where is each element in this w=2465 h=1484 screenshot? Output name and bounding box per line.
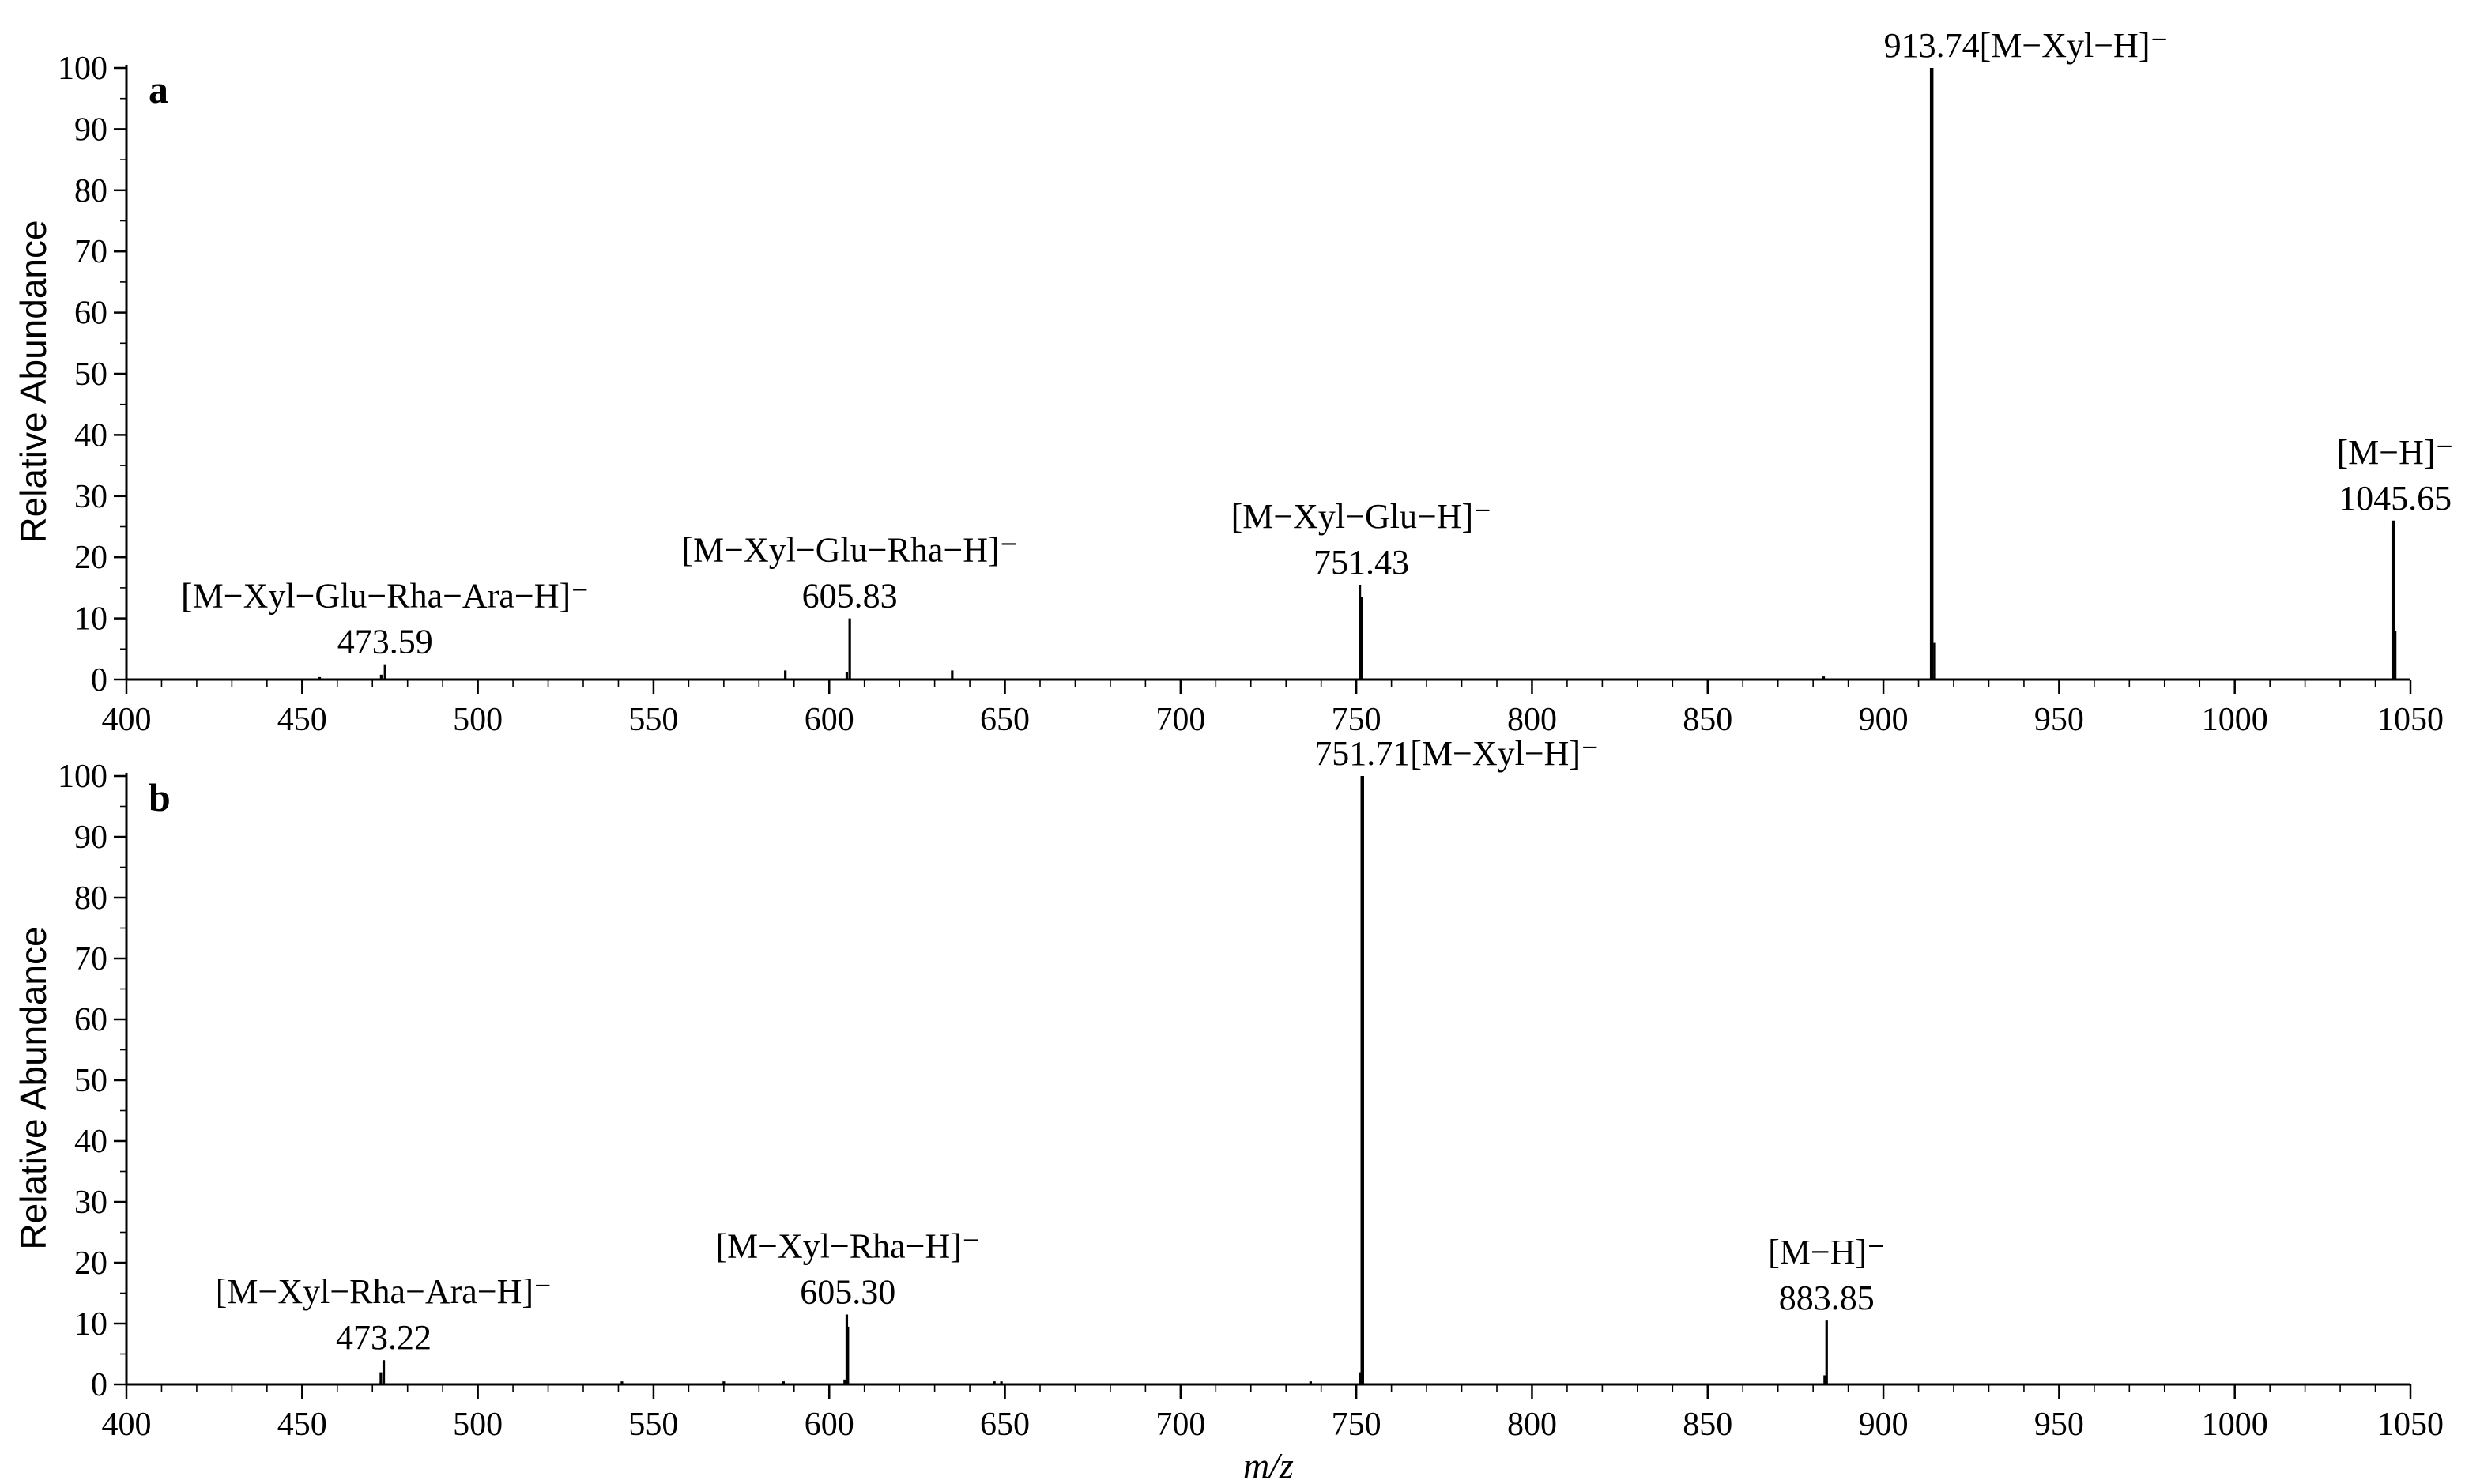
x-tick-label: 650 <box>980 1407 1030 1443</box>
ion-label: [M−Xyl−Rha−Ara−H]⁻ <box>216 1272 552 1311</box>
y-tick-label: 80 <box>74 880 107 917</box>
x-tick-label: 600 <box>805 1407 854 1443</box>
panel-label: a <box>149 67 168 111</box>
peak-mz-value: 605.30 <box>800 1272 895 1311</box>
y-tick-label: 30 <box>74 479 107 515</box>
y-tick-label: 20 <box>74 1245 107 1282</box>
x-tick-label: 500 <box>453 1407 503 1443</box>
x-tick-label: 950 <box>2034 702 2084 738</box>
y-tick-label: 100 <box>58 759 107 795</box>
y-tick-label: 10 <box>74 601 107 638</box>
x-tick-label: 700 <box>1155 702 1205 738</box>
y-tick-label: 40 <box>74 1124 107 1160</box>
peak-mz-value: 913.74 <box>1884 26 1980 65</box>
peak-mz-value: 1045.65 <box>2339 479 2452 518</box>
y-tick-label: 50 <box>74 1063 107 1099</box>
y-tick-label: 70 <box>74 941 107 977</box>
x-tick-label: 400 <box>102 702 152 738</box>
x-tick-label: 800 <box>1507 702 1557 738</box>
ion-label: [M−Xyl−H]⁻ <box>1410 734 1599 773</box>
x-tick-label: 800 <box>1507 1407 1557 1443</box>
x-tick-label: 550 <box>628 702 678 738</box>
y-tick-label: 30 <box>74 1185 107 1221</box>
peak-mz-value: 473.59 <box>337 623 433 661</box>
spectrum-panel-a: 400 450 500 550 600 650 700 750 800 850 900 950 1000… <box>13 26 2454 738</box>
x-tick-label: 850 <box>1683 702 1732 738</box>
spectrum-panel-b: 400 450 500 550 600 650 700 750 800 850 900 950 1000… <box>13 734 2444 1484</box>
x-tick-label: 900 <box>1859 702 1909 738</box>
y-tick-label: 90 <box>74 819 107 856</box>
x-tick-label: 950 <box>2034 1407 2084 1443</box>
x-tick-label: 500 <box>453 702 503 738</box>
x-tick-label: 700 <box>1155 1407 1205 1443</box>
ion-label: [M−Xyl−Rha−H]⁻ <box>715 1226 980 1265</box>
ion-label: [M−Xyl−Glu−H]⁻ <box>1231 497 1492 536</box>
ion-label: [M−Xyl−H]⁻ <box>1980 26 2169 65</box>
peak-mz-value: 751.71 <box>1314 734 1410 773</box>
x-tick-label: 1000 <box>2202 702 2268 738</box>
x-axis-label: m/z <box>1243 1445 1294 1484</box>
y-tick-label: 100 <box>58 51 107 87</box>
peak-mz-value: 751.43 <box>1314 543 1409 582</box>
x-tick-label: 1000 <box>2202 1407 2268 1443</box>
y-tick-label: 0 <box>91 1367 107 1403</box>
peak-mz-value: 473.22 <box>336 1318 432 1357</box>
x-tick-label: 750 <box>1332 1407 1381 1443</box>
y-tick-label: 0 <box>91 662 107 699</box>
y-tick-label: 40 <box>74 417 107 454</box>
x-tick-label: 1050 <box>2377 1407 2444 1443</box>
y-tick-label: 90 <box>74 111 107 148</box>
x-tick-label: 600 <box>805 702 854 738</box>
x-tick-label: 550 <box>628 1407 678 1443</box>
ion-label: [M−Xyl−Glu−Rha−Ara−H]⁻ <box>181 577 589 616</box>
panel-label: b <box>149 775 171 819</box>
ion-label: [M−Xyl−Glu−Rha−H]⁻ <box>681 531 1018 570</box>
ion-label: [M−H]⁻ <box>1768 1233 1885 1271</box>
y-tick-label: 60 <box>74 296 107 332</box>
peak-mz-value: 605.83 <box>802 577 898 616</box>
y-tick-label: 70 <box>74 234 107 270</box>
y-tick-label: 80 <box>74 173 107 209</box>
y-tick-label: 60 <box>74 1002 107 1038</box>
x-tick-label: 400 <box>102 1407 152 1443</box>
peak-annotation: 751.71[M−Xyl−H]⁻ <box>1314 734 1599 773</box>
peak-annotation: 913.74[M−Xyl−H]⁻ <box>1884 26 2169 65</box>
y-tick-label: 20 <box>74 540 107 576</box>
y-tick-label: 50 <box>74 356 107 393</box>
peak-mz-value: 883.85 <box>1779 1279 1875 1317</box>
y-tick-label: 10 <box>74 1306 107 1343</box>
y-axis-label: Relative Abundance <box>13 926 54 1249</box>
x-tick-label: 450 <box>277 1407 327 1443</box>
x-tick-label: 900 <box>1859 1407 1909 1443</box>
ion-label: [M−H]⁻ <box>2337 433 2454 472</box>
x-tick-label: 650 <box>980 702 1030 738</box>
x-tick-label: 750 <box>1332 702 1381 738</box>
x-tick-label: 450 <box>277 702 327 738</box>
y-axis-label: Relative Abundance <box>13 220 54 543</box>
x-tick-label: 850 <box>1683 1407 1732 1443</box>
x-tick-label: 1050 <box>2377 702 2444 738</box>
